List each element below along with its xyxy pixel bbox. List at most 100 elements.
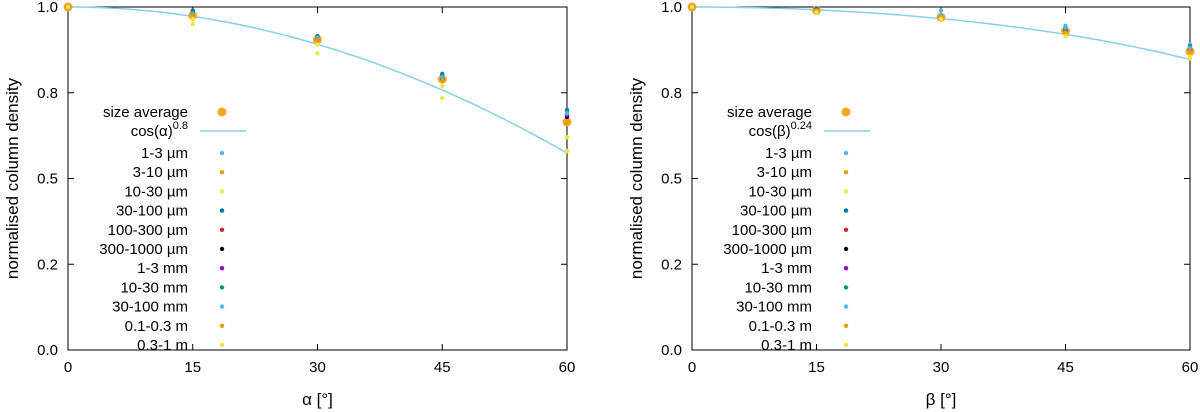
- legend-label-series: 1-3 mm: [137, 260, 188, 277]
- series-point: [1187, 45, 1193, 51]
- x-tick-label: 0: [64, 359, 72, 376]
- legend-mark-average: [217, 107, 227, 117]
- x-axis-label: β [°]: [926, 390, 957, 409]
- y-tick-label: 0.0: [37, 342, 58, 359]
- y-tick-label: 1.0: [661, 0, 682, 16]
- y-tick-label: 0.8: [661, 85, 682, 102]
- series-point: [1063, 33, 1068, 39]
- series-point: [1063, 30, 1068, 35]
- legend-label-series: 300-1000 µm: [723, 241, 812, 258]
- legend-mark-series: [219, 227, 225, 232]
- legend-mark-series: [843, 304, 849, 309]
- legend-mark-series: [219, 150, 225, 156]
- legend-mark-series: [843, 227, 849, 232]
- y-tick-label: 0.5: [661, 171, 682, 188]
- x-tick-label: 15: [808, 359, 825, 376]
- series-point: [1187, 49, 1193, 54]
- legend-mark-series: [843, 342, 849, 348]
- legend-fit-exponent: 0.8: [173, 120, 188, 132]
- legend-label-series: 0.3-1 m: [137, 337, 188, 354]
- legend-mark-series: [219, 266, 225, 271]
- legend-label-series: 1-3 µm: [765, 145, 812, 162]
- legend-fit-base: cos(β): [749, 123, 791, 140]
- x-tick-label: 30: [309, 359, 326, 376]
- legend-mark-series: [843, 323, 849, 328]
- chart-panel-beta: 0 15 30 45 60 0.0 0.2 0.5 0.8 1.0 β [°] normalised …: [627, 0, 1198, 409]
- series-point: [1187, 54, 1193, 59]
- x-tick-label: 45: [434, 359, 451, 376]
- x-tick-label: 0: [688, 359, 696, 376]
- legend-mark-series: [219, 285, 225, 290]
- legend-label-series: 100-300 µm: [108, 222, 188, 239]
- legend-mark-series: [843, 285, 849, 290]
- legend-label-series: 0.1-0.3 m: [749, 318, 812, 335]
- legend-label-series: 10-30 mm: [120, 279, 188, 296]
- legend-mark-series: [219, 323, 225, 328]
- y-tick-label: 1.0: [37, 0, 58, 16]
- x-axis-label: α [°]: [302, 390, 333, 409]
- legend-fit-exponent: 0.24: [791, 120, 812, 132]
- series-point: [65, 4, 71, 10]
- series-point: [689, 4, 695, 10]
- x-tick-label: 60: [1182, 359, 1199, 376]
- legend-label-series: 1-3 µm: [141, 145, 188, 162]
- legend-mark-series: [843, 266, 849, 271]
- series-point: [440, 78, 445, 83]
- legend-label-average: size average: [103, 104, 188, 121]
- y-tick-label: 0.0: [661, 342, 682, 359]
- series-point: [190, 13, 195, 18]
- legend-label-series: 300-1000 µm: [99, 241, 188, 258]
- y-axis-label: normalised column density: [627, 77, 646, 279]
- legend-label-series: 10-30 µm: [124, 183, 188, 200]
- legend-mark-average: [841, 107, 851, 117]
- y-tick-label: 0.8: [37, 85, 58, 102]
- legend-label-fit: cos(β)0.24: [749, 120, 812, 140]
- series-point: [814, 9, 819, 15]
- legend-label-fit: cos(α)0.8: [131, 120, 188, 140]
- series-point: [938, 8, 944, 13]
- legend-label-series: 0.3-1 m: [761, 337, 812, 354]
- series-point: [190, 16, 195, 22]
- legend-label-series: 10-30 mm: [744, 279, 812, 296]
- x-tick-label: 45: [1057, 359, 1074, 376]
- legend-mark-series: [843, 150, 849, 156]
- legend-fit-base: cos(α): [131, 123, 173, 140]
- series-point: [440, 83, 445, 89]
- series-point: [938, 16, 944, 22]
- legend-mark-series: [843, 189, 849, 194]
- legend-label-series: 3-10 µm: [757, 164, 812, 181]
- series-point: [315, 37, 320, 42]
- series-point: [564, 148, 570, 154]
- series-point: [564, 135, 570, 140]
- legend-mark-series: [843, 170, 849, 175]
- legend-label-series: 30-100 mm: [736, 299, 812, 316]
- y-tick-label: 0.5: [37, 171, 58, 188]
- chart-panel-alpha: 0 15 30 45 60 0.0 0.2 0.5 0.8 1.0 α [°] normalised …: [3, 0, 575, 409]
- legend-label-series: 30-100 µm: [740, 203, 812, 220]
- series-point: [440, 95, 445, 101]
- legend-label-series: 3-10 µm: [133, 164, 188, 181]
- legend-label-average: size average: [727, 104, 812, 121]
- legend-label-series: 10-30 µm: [748, 183, 812, 200]
- legend-mark-series: [843, 246, 849, 252]
- legend-mark-series: [843, 208, 849, 213]
- legend-mark-series: [219, 304, 225, 309]
- legend-label-series: 100-300 µm: [732, 222, 812, 239]
- x-tick-label: 15: [184, 359, 201, 376]
- legend-label-series: 0.1-0.3 m: [125, 318, 188, 335]
- y-tick-label: 0.2: [661, 256, 682, 273]
- legend-mark-series: [219, 189, 225, 194]
- series-point: [1063, 25, 1068, 30]
- series-point: [190, 21, 195, 27]
- legend-mark-series: [219, 208, 225, 213]
- series-point: [315, 42, 320, 47]
- x-tick-label: 30: [933, 359, 950, 376]
- legend-mark-series: [219, 342, 225, 348]
- legend-label-series: 30-100 mm: [112, 299, 188, 316]
- legend-mark-series: [219, 170, 225, 175]
- series-point: [440, 75, 445, 80]
- legend-label-series: 1-3 mm: [761, 260, 812, 277]
